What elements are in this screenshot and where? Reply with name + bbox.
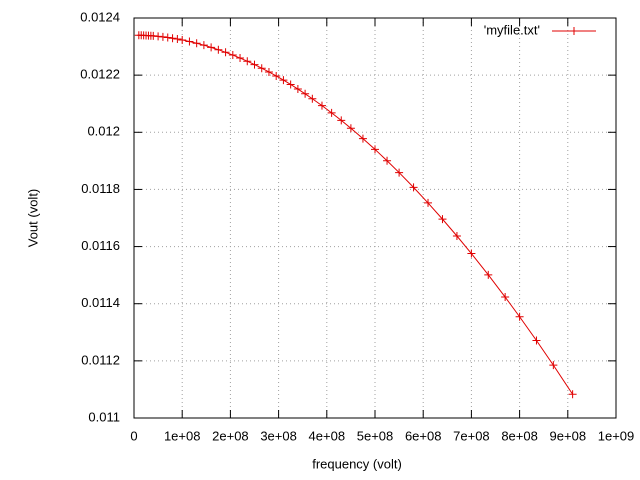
data-point [264,67,273,76]
data-point [532,336,541,345]
data-point [308,94,317,103]
x-tick-label: 1e+08 [164,428,201,443]
y-tick-label: 0.0112 [81,352,120,367]
data-point [293,85,302,94]
data-point [207,43,216,52]
y-tick-label: 0.0122 [80,67,120,82]
data-point [317,101,326,110]
data-point [327,108,336,117]
x-tick-label: 8e+08 [501,428,538,443]
data-point [438,215,447,224]
y-tick-label: 0.0118 [81,181,120,196]
data-point [279,76,288,85]
x-tick-label: 9e+08 [550,428,587,443]
y-axis-label: Vout (volt) [25,189,40,248]
data-point [452,232,461,240]
data-point [501,293,510,302]
x-tick-label: 6e+08 [405,428,442,443]
data-point [236,54,245,63]
data-point [484,270,493,279]
data-point [178,35,187,44]
data-point [199,41,208,50]
y-tick-label: 0.0114 [81,295,120,310]
data-point [358,134,367,143]
data-point [515,312,524,321]
data-point [192,39,201,48]
x-tick-label: 1e+09 [598,428,635,443]
data-point [467,249,476,258]
data-point [346,124,355,133]
data-point [243,57,252,66]
data-point [154,32,163,41]
y-tick-label: 0.0116 [81,238,120,253]
data-point [168,34,177,43]
data-point [221,48,230,57]
data-point [383,156,392,165]
x-tick-label: 0 [130,428,137,443]
y-tick-label: 0.0124 [80,9,120,24]
data-point [301,89,310,98]
x-tick-label: 7e+08 [453,428,490,443]
data-point [272,71,281,80]
data-point [158,32,167,41]
y-tick-label: 0.012 [87,124,120,139]
x-tick-label: 5e+08 [357,428,394,443]
x-tick-label: 2e+08 [212,428,249,443]
x-axis-label: frequency (volt) [312,456,402,471]
data-point [286,80,295,89]
x-tick-label: 3e+08 [260,428,297,443]
data-point [228,51,237,60]
data-point [173,35,182,44]
data-point [185,37,194,46]
legend-label: 'myfile.txt' [484,22,540,37]
legend-marker [570,27,578,35]
data-point [395,168,404,177]
x-tick-label: 4e+08 [309,428,346,443]
data-point [424,198,433,207]
data-point [568,390,577,399]
data-point [250,60,259,69]
data-point [214,45,223,54]
data-point [163,33,172,42]
data-point [371,145,379,154]
data-point [409,183,418,192]
data-point [549,361,558,370]
data-point [257,64,266,73]
data-point [337,116,346,125]
y-tick-label: 0.011 [88,409,120,424]
plot-border [133,17,617,419]
